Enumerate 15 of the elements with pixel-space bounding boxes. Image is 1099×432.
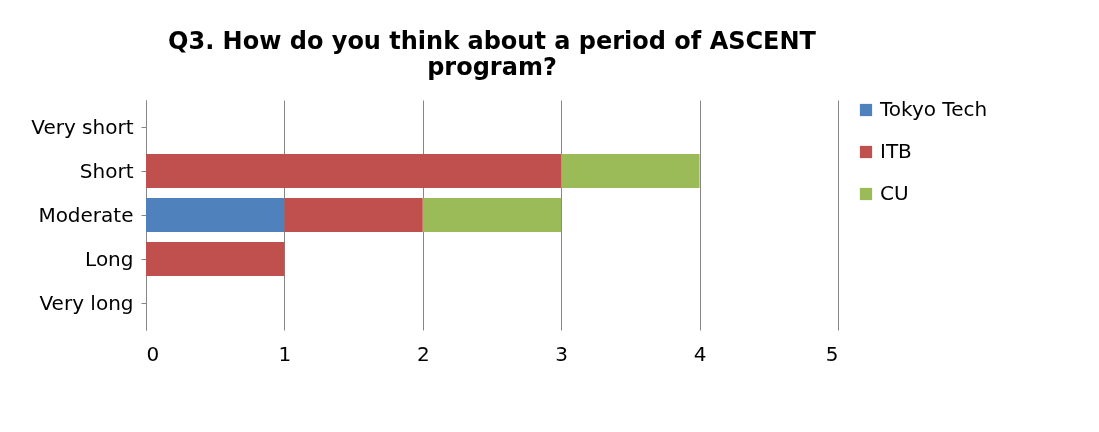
chart-title: Q3. How do you think about a period of ASCENT program? — [168, 27, 817, 81]
x-tick-label: 4 — [693, 341, 707, 366]
legend-label: Tokyo Tech — [879, 97, 988, 121]
y-tick-label: Very long — [39, 290, 134, 315]
x-tick-label: 1 — [278, 341, 292, 366]
x-tick-label: 5 — [825, 341, 839, 366]
y-tick-label: Short — [79, 158, 134, 183]
y-tick-label: Very short — [31, 114, 134, 139]
x-tick-label: 2 — [416, 341, 430, 366]
legend-label: CU — [880, 181, 909, 205]
y-tick-label: Long — [85, 246, 134, 271]
y-tick-label: Moderate — [38, 202, 134, 227]
x-tick-label: 0 — [146, 341, 160, 366]
legend-label: ITB — [880, 139, 912, 163]
x-tick-label: 3 — [555, 341, 569, 366]
